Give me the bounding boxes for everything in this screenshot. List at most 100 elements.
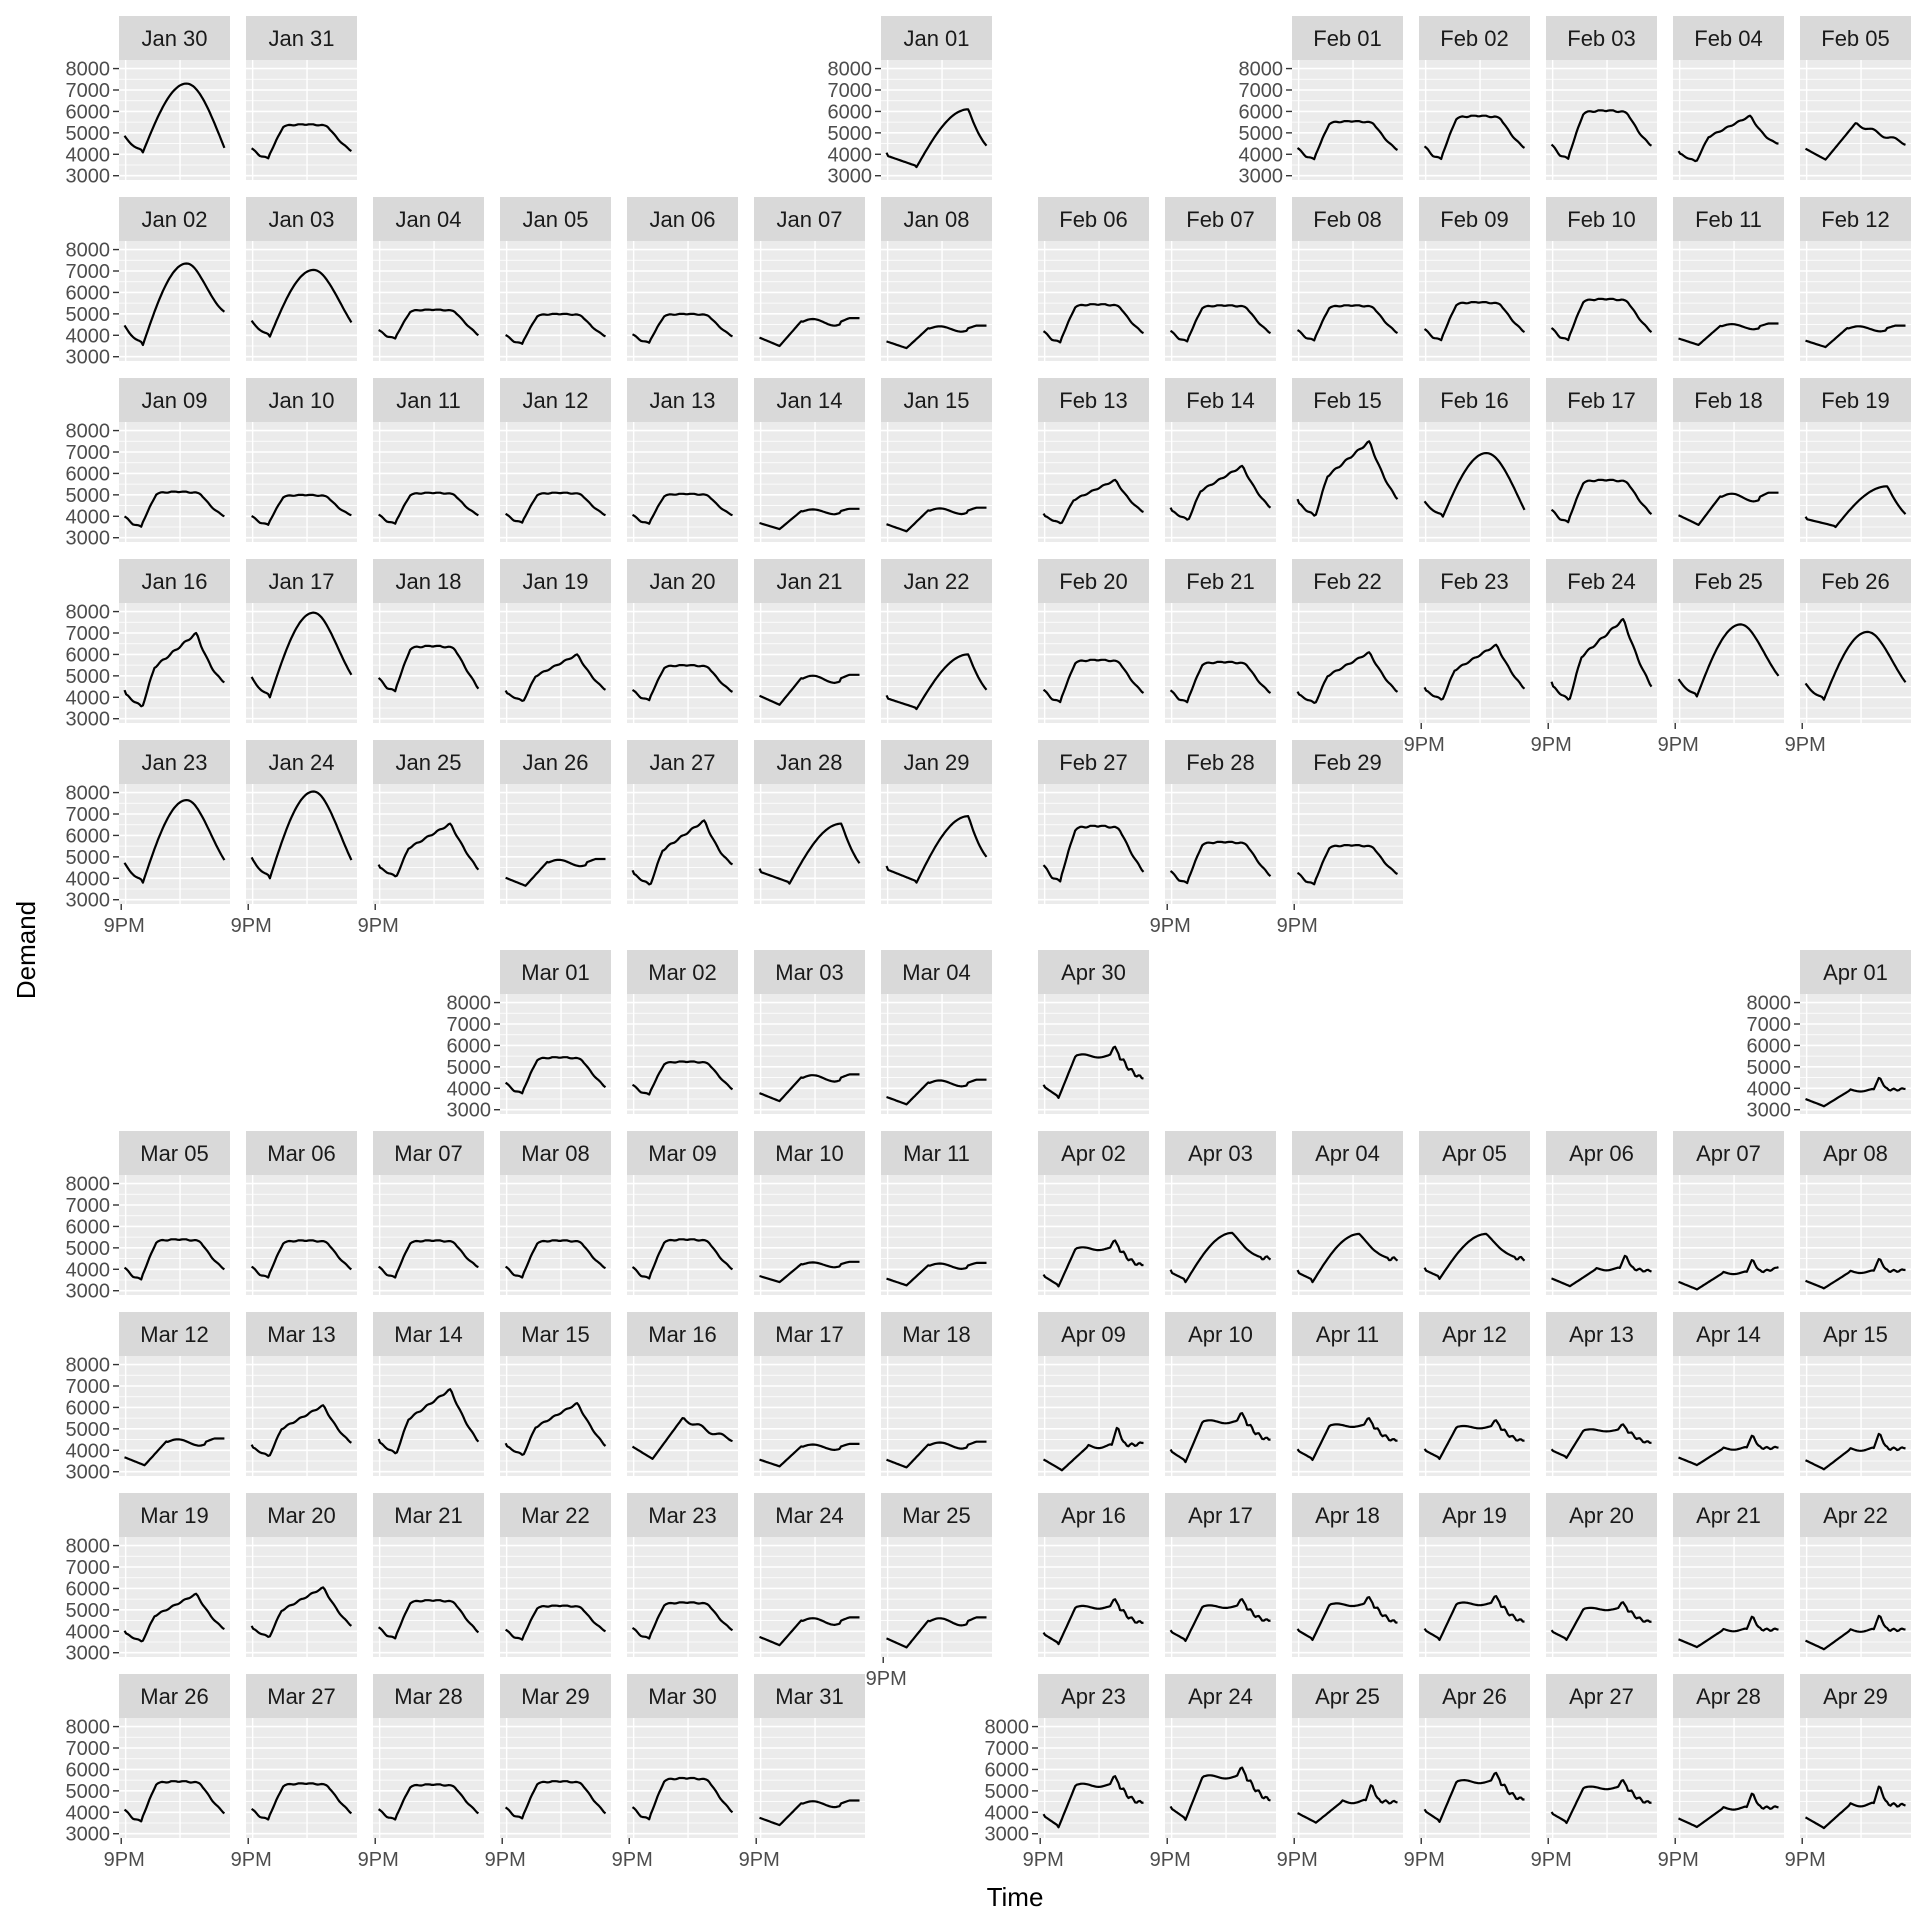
facet-label: Jan 12 [522, 388, 588, 413]
series-line [1296, 440, 1399, 517]
panel-background [1038, 1356, 1149, 1476]
panel-background [500, 1718, 611, 1838]
y-tick-label: 7000 [66, 1557, 111, 1579]
series-line [759, 1073, 860, 1103]
facet-strip [1165, 197, 1276, 241]
series-line [377, 1239, 479, 1279]
facet-strip [119, 16, 230, 60]
series-line [1677, 114, 1779, 163]
series-line [1423, 114, 1526, 161]
panel-background [1038, 422, 1149, 542]
panel-mar-28: Mar 28 9PM [358, 1674, 484, 1871]
facet-strip [881, 559, 992, 603]
panel-mar-11: Mar 11 [881, 1131, 992, 1295]
panel-background [1419, 1537, 1530, 1657]
y-tick-label: 7000 [1239, 80, 1284, 102]
series-line [123, 631, 225, 708]
y-tick-label: 3000 [447, 1100, 492, 1122]
panel-jan-19: Jan 19 [500, 559, 611, 723]
y-tick-label: 7000 [66, 804, 111, 826]
facet-label: Feb 02 [1440, 26, 1509, 51]
facet-label: Apr 12 [1442, 1322, 1507, 1347]
panel-jan-15: Jan 15 [881, 378, 992, 542]
panel-mar-23: Mar 23 [627, 1493, 738, 1657]
facet-label: Jan 13 [649, 388, 715, 413]
y-tick-label: 5000 [985, 1781, 1030, 1803]
facet-label: Mar 05 [140, 1141, 208, 1166]
panel-background [627, 422, 738, 542]
facet-strip [881, 1131, 992, 1175]
panel-mar-15: Mar 15 [500, 1312, 611, 1476]
facet-strip [500, 950, 611, 994]
panel-jan-11: Jan 11 [373, 378, 484, 542]
panel-jan-03: Jan 03 [246, 197, 357, 361]
facet-label: Feb 10 [1567, 207, 1636, 232]
y-tick-label: 7000 [66, 1376, 111, 1398]
panel-jan-24: Jan 24 9PM [231, 740, 357, 937]
panel-background [754, 784, 865, 904]
panel-background [1292, 1175, 1403, 1295]
y-tick-label: 8000 [66, 1355, 111, 1377]
facet-label: Feb 27 [1059, 750, 1128, 775]
y-tick-label: 4000 [66, 506, 111, 528]
facet-strip [119, 559, 230, 603]
facet-strip [1165, 1312, 1276, 1356]
panel-mar-22: Mar 22 [500, 1493, 611, 1657]
y-tick-label: 7000 [985, 1738, 1030, 1760]
x-tick-label: 9PM [739, 1849, 780, 1871]
panel-background [1800, 241, 1911, 361]
facet-label: Feb 15 [1313, 388, 1382, 413]
facet-label: Jan 31 [268, 26, 334, 51]
facet-label: Apr 22 [1823, 1503, 1888, 1528]
facet-label: Mar 15 [521, 1322, 589, 1347]
facet-strip [754, 950, 865, 994]
series-line [1169, 1766, 1271, 1821]
series-line [759, 317, 860, 348]
x-tick-label: 9PM [231, 1849, 272, 1871]
panel-background [1292, 1537, 1403, 1657]
panel-jan-31: Jan 31 [246, 16, 357, 180]
facet-strip [627, 197, 738, 241]
y-tick-label: 8000 [66, 421, 111, 443]
facet-strip [500, 1493, 611, 1537]
panel-jan-07: Jan 07 [754, 197, 865, 361]
facet-strip [1800, 16, 1911, 60]
facet-label: Apr 18 [1315, 1503, 1380, 1528]
series-line [378, 308, 480, 340]
y-tick-label: 8000 [66, 1536, 111, 1558]
series-line [1169, 1231, 1272, 1284]
facet-label: Mar 10 [775, 1141, 843, 1166]
facet-label: Feb 08 [1313, 207, 1382, 232]
series-line [1042, 1239, 1144, 1288]
panel-background [500, 1537, 611, 1657]
facet-strip [1419, 1131, 1530, 1175]
panel-background [373, 241, 484, 361]
series-line [250, 611, 353, 699]
facet-label: Jan 27 [649, 750, 715, 775]
panel-apr-21: Apr 21 [1673, 1493, 1784, 1657]
series-line [759, 1260, 860, 1284]
panel-mar-16: Mar 16 [627, 1312, 738, 1476]
y-tick-label: 4000 [985, 1802, 1030, 1824]
y-tick-label: 6000 [447, 1035, 492, 1057]
panel-feb-15: Feb 15 [1292, 378, 1403, 542]
y-tick-label: 6000 [1239, 101, 1284, 123]
panel-mar-17: Mar 17 [754, 1312, 865, 1476]
x-tick-label: 9PM [612, 1849, 653, 1871]
series-line [250, 1404, 352, 1457]
facet-strip [1546, 1131, 1657, 1175]
facet-label: Feb 29 [1313, 750, 1382, 775]
facet-strip [881, 1493, 992, 1537]
panel-background [1165, 241, 1276, 361]
series-line [886, 1078, 987, 1106]
facet-strip [246, 1312, 357, 1356]
x-tick-label: 9PM [1277, 1849, 1318, 1871]
series-line [1169, 660, 1272, 704]
facet-label: Feb 23 [1440, 569, 1509, 594]
y-tick-label: 3000 [66, 890, 111, 912]
facet-label: Feb 09 [1440, 207, 1509, 232]
facet-strip [1038, 1312, 1149, 1356]
facet-label: Jan 16 [141, 569, 207, 594]
